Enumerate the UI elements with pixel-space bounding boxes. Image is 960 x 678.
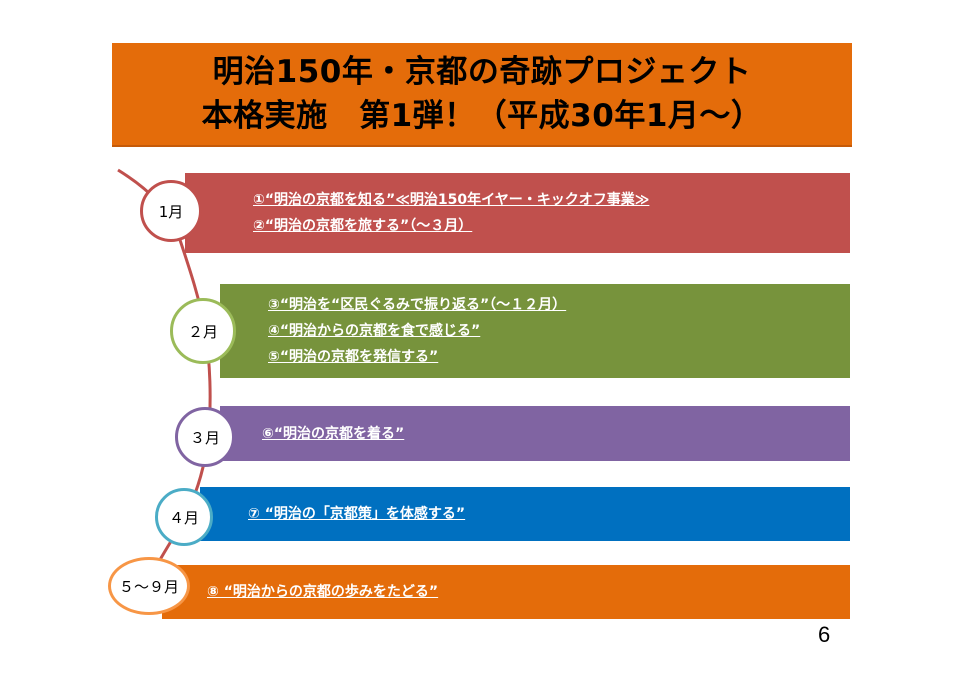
project-item-8[interactable]: ⑧ “明治からの京都の歩みをたどる”	[207, 584, 439, 600]
month-circle-march: ３月	[175, 407, 235, 467]
project-item-1[interactable]: ①“明治の京都を知る”≪明治150年イヤー・キックオフ事業≫	[253, 192, 650, 208]
title-line-1: 明治150年・京都の奇跡プロジェクト	[212, 54, 752, 90]
month-circle-january: 1月	[140, 180, 202, 242]
month-circle-february: ２月	[170, 298, 236, 364]
project-item-4[interactable]: ④“明治からの京都を食で感じる”	[268, 323, 481, 339]
month-circle-may-september: ５～９月	[108, 557, 190, 615]
project-item-7[interactable]: ⑦ “明治の「京都策」を体感する”	[248, 506, 466, 522]
title-line-2: 本格実施 第1弾！（平成30年1月～）	[201, 98, 763, 134]
project-item-6[interactable]: ⑥“明治の京都を着る”	[262, 425, 405, 442]
project-item-2[interactable]: ②“明治の京都を旅する”（～３月）	[253, 218, 473, 234]
band-may-september: ⑧ “明治からの京都の歩みをたどる”	[162, 565, 850, 619]
project-item-3[interactable]: ③“明治を“区民ぐるみで振り返る”（～１２月）	[268, 297, 567, 313]
project-item-5[interactable]: ⑤“明治の京都を発信する”	[268, 349, 439, 365]
title-banner: 明治150年・京都の奇跡プロジェクト 本格実施 第1弾！（平成30年1月～）	[112, 43, 852, 147]
band-march: ⑥“明治の京都を着る”	[220, 406, 850, 461]
band-january: ①“明治の京都を知る”≪明治150年イヤー・キックオフ事業≫ ②“明治の京都を旅…	[185, 173, 850, 253]
month-circle-april: ４月	[155, 488, 213, 546]
band-february: ③“明治を“区民ぐるみで振り返る”（～１２月） ④“明治からの京都を食で感じる”…	[220, 284, 850, 378]
page-number: 6	[818, 622, 831, 647]
band-april: ⑦ “明治の「京都策」を体感する”	[200, 487, 850, 541]
